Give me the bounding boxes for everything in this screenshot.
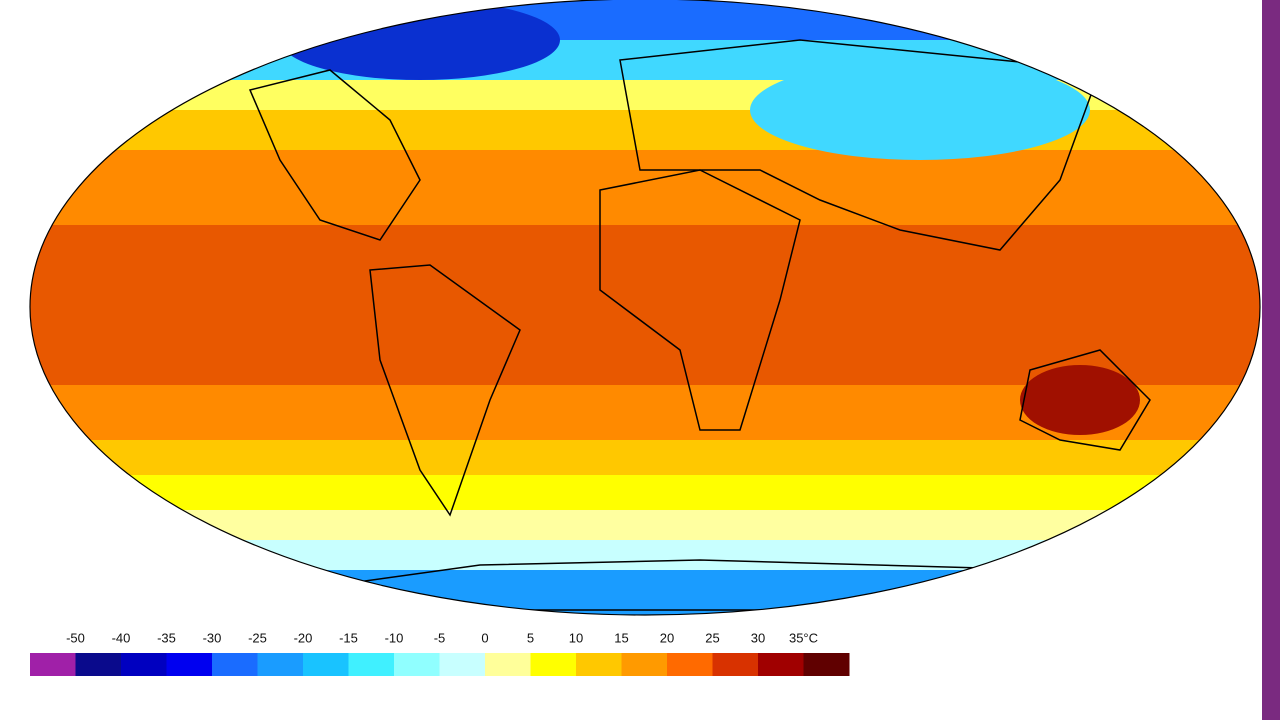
legend-swatch [75, 653, 122, 676]
legend-label: 5 [527, 630, 534, 645]
legend-swatch [439, 653, 486, 676]
legend-swatch [303, 653, 349, 676]
legend-swatch [530, 653, 577, 676]
legend-label: 15 [614, 630, 628, 645]
legend-swatch [257, 653, 304, 676]
legend-label: -50 [66, 630, 85, 645]
legend-label: 20 [660, 630, 674, 645]
legend-label: -10 [385, 630, 404, 645]
legend-swatch [621, 653, 668, 676]
legend-label: -15 [339, 630, 358, 645]
legend-swatch [394, 653, 440, 676]
map-outline [29, 0, 1261, 616]
legend-label: -40 [112, 630, 131, 645]
legend-label: 0 [481, 630, 488, 645]
legend-swatch [348, 653, 395, 676]
color-legend: -50 -40 -35 -30 -25 -20 -15 -10 -5 0 5 10 15 20 25 30 35… [30, 630, 850, 676]
legend-label: 25 [705, 630, 719, 645]
legend-swatch [758, 653, 804, 676]
legend-label: 30 [751, 630, 765, 645]
legend-swatch [803, 653, 850, 676]
legend-label: -35 [157, 630, 176, 645]
legend-swatch [121, 653, 167, 676]
legend-label: 35°C [789, 630, 818, 645]
legend-swatch [576, 653, 622, 676]
legend-label: -5 [434, 630, 446, 645]
legend-label: -20 [294, 630, 313, 645]
legend-swatch [212, 653, 258, 676]
legend-swatch [166, 653, 213, 676]
legend-label: -30 [203, 630, 222, 645]
legend-swatch [485, 653, 531, 676]
legend-label: 10 [569, 630, 583, 645]
legend-swatch [667, 653, 713, 676]
legend-swatch [30, 653, 76, 676]
side-border [1262, 0, 1280, 720]
legend-label: -25 [248, 630, 267, 645]
legend-swatch [712, 653, 759, 676]
